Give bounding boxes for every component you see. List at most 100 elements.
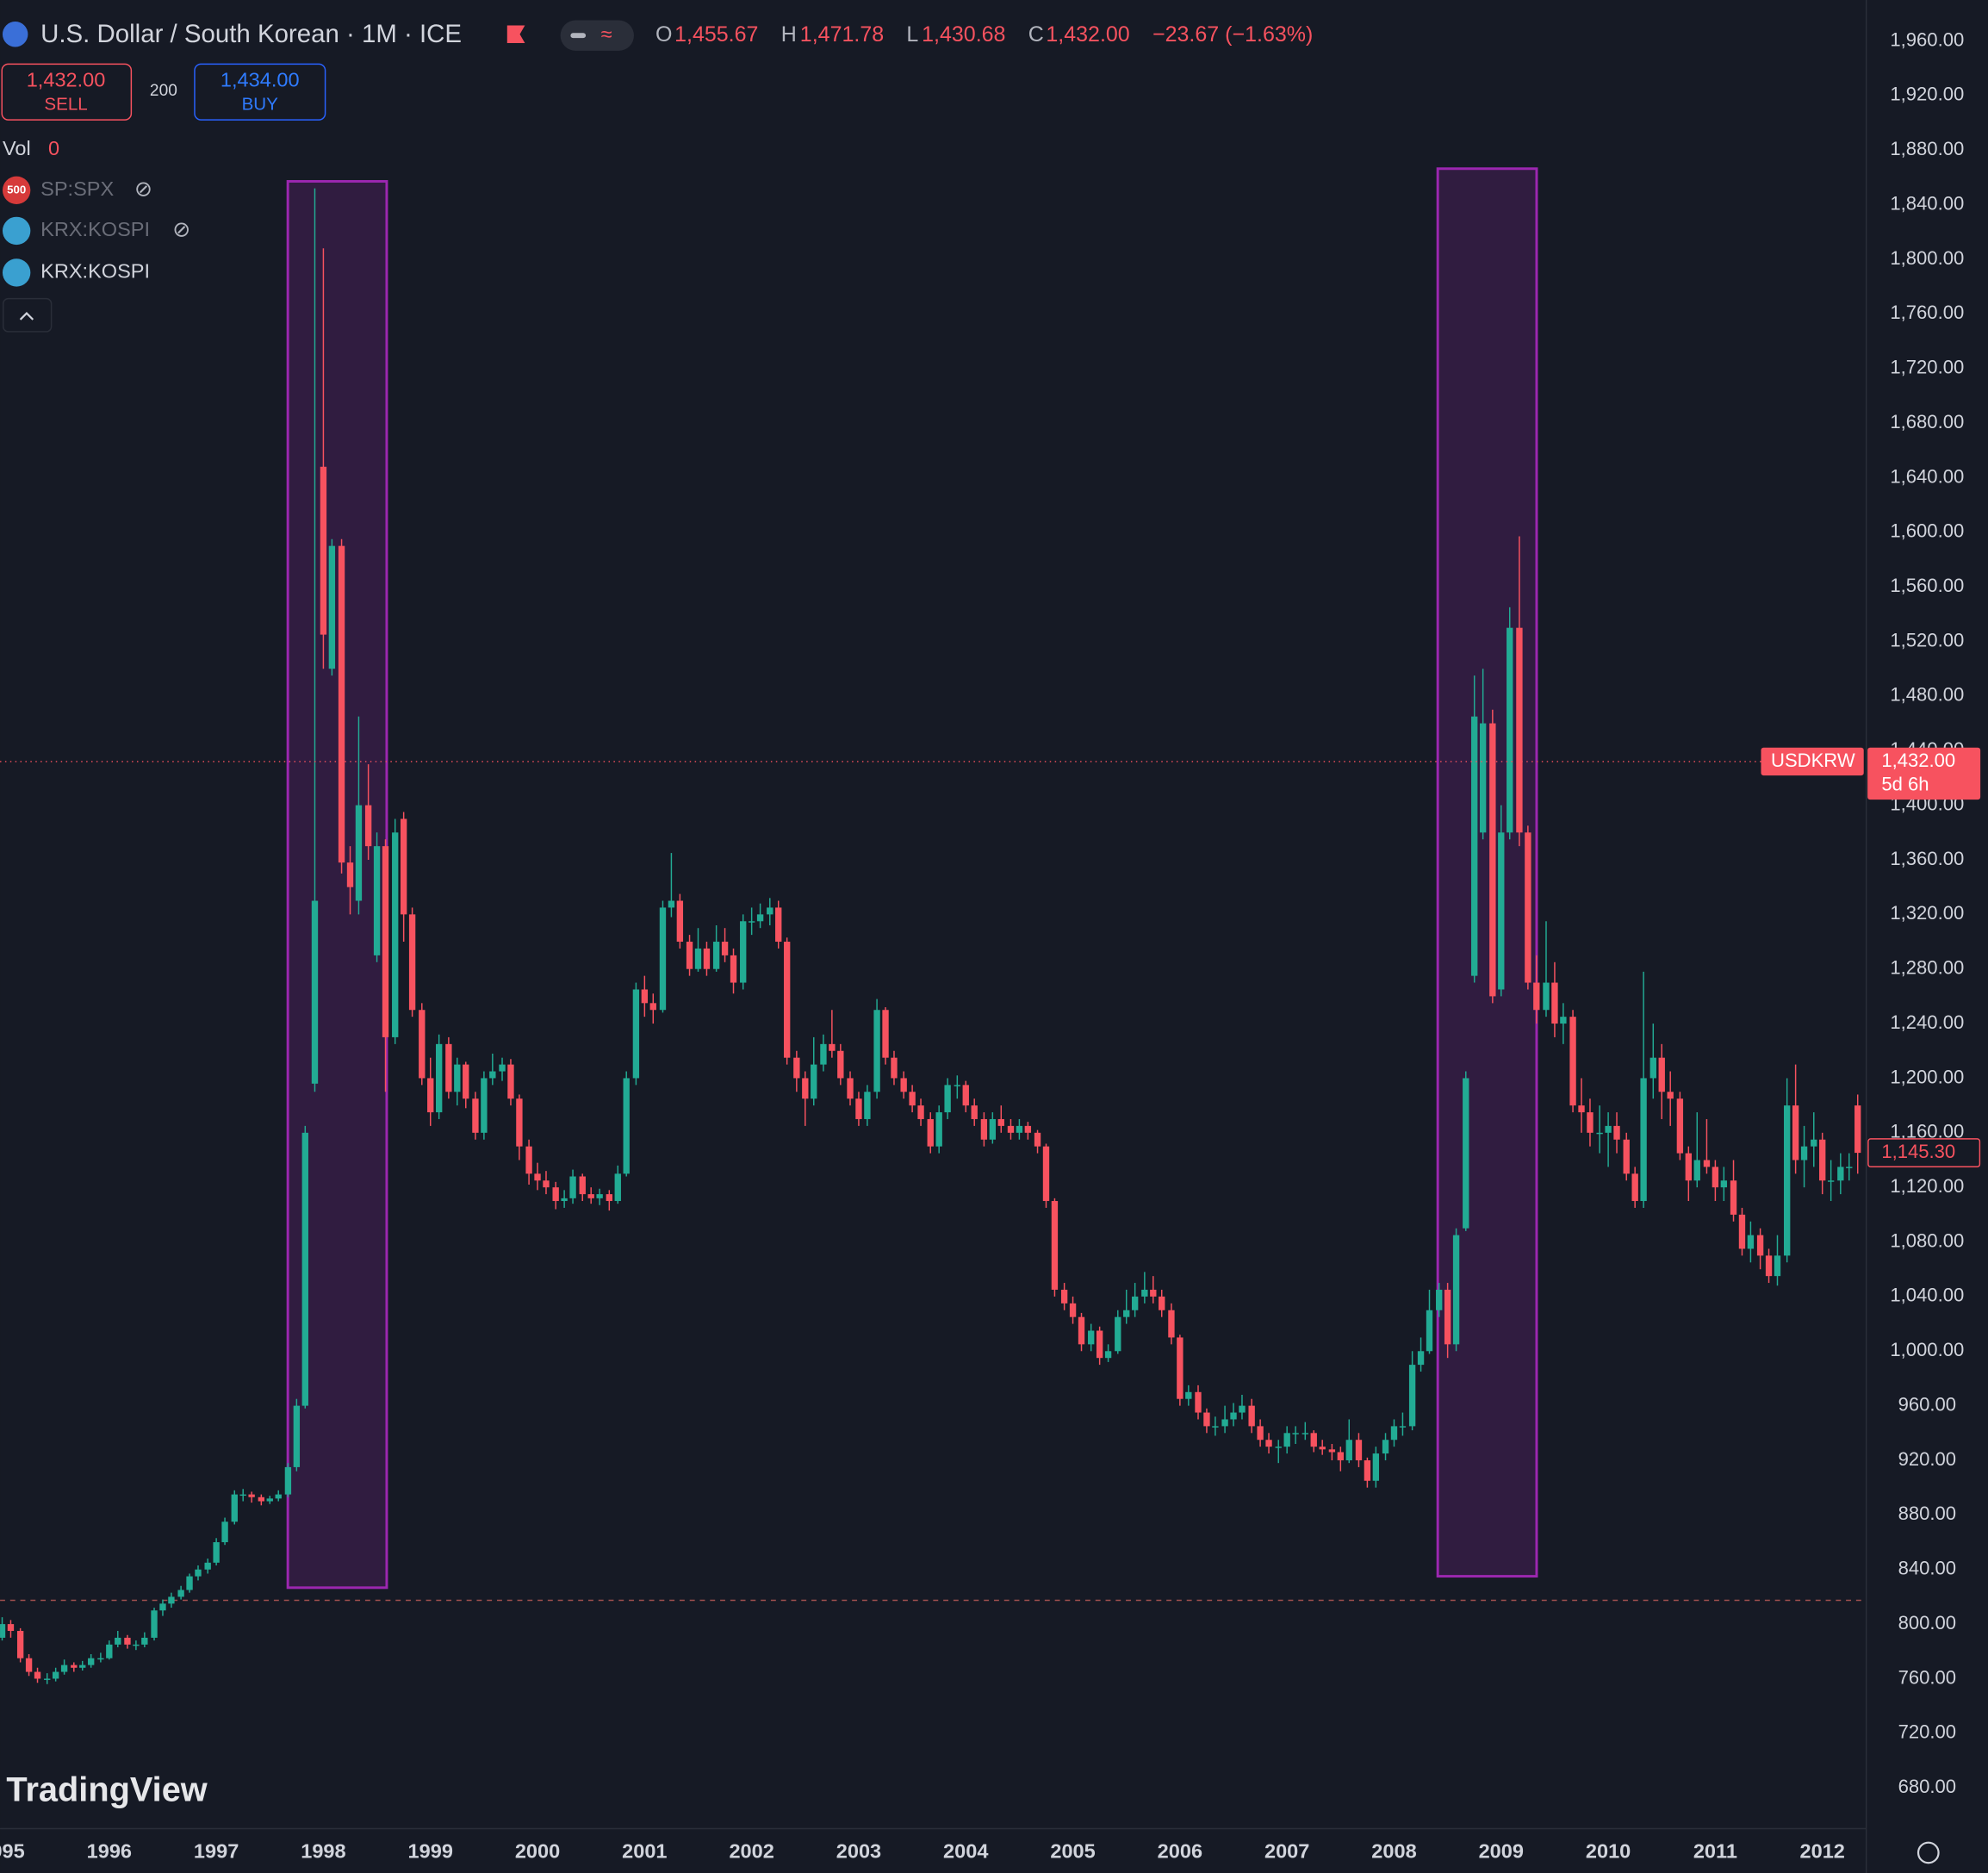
countdown: 5d 6h [1881,774,1929,795]
candle-body [721,942,729,955]
candle-body [266,1498,273,1502]
candle-body [668,900,675,908]
candle-body [408,914,416,1011]
y-tick-label: 800.00 [1898,1612,1956,1633]
y-tick-label: 1,000.00 [1890,1339,1964,1360]
y-tick-label: 1,760.00 [1890,302,1964,323]
candle-body [1489,723,1496,997]
price-tags: USDKRW 1,432.00 5d 6h 1,145.30 [0,747,1981,1168]
candle-body [1390,1426,1398,1441]
candle-body [1578,1105,1585,1113]
x-tick-label: 2006 [1158,1840,1202,1863]
toggle-icon [570,33,587,39]
candle-body [1507,627,1513,833]
candle-body [1738,1214,1746,1249]
overlay-name[interactable]: KRX:KOSPI [40,260,150,283]
sell-price: 1,432.00 [27,68,106,90]
candle-body [829,1043,836,1051]
hidden-icon[interactable]: ⊘ [172,217,190,241]
buy-price: 1,434.00 [221,68,300,90]
ohlc-key: O [655,22,672,47]
candle-body [1302,1433,1308,1434]
settings-icon[interactable] [1917,1841,1940,1864]
candle-body [641,989,649,1004]
candle-body [1042,1146,1050,1202]
symbol-title[interactable]: U.S. Dollar / South Korean · 1M · ICE [40,20,462,48]
candle-body [1168,1310,1175,1338]
y-tick-label: 1,920.00 [1890,84,1964,105]
candle-body [1212,1426,1219,1428]
candle-body [320,466,327,635]
candle-body [168,1596,175,1604]
candle-body [596,1194,603,1198]
candle-body [88,1658,95,1665]
candle-body [775,907,782,943]
candle-body [1310,1433,1317,1447]
candle-body [1088,1330,1095,1345]
candle-body [516,1098,523,1147]
logo[interactable]: TradingView [6,1770,207,1808]
overlay-name[interactable]: KRX:KOSPI [40,218,150,240]
toggle-icon: ≈ [601,22,612,45]
candle-body [971,1105,978,1119]
sell-button[interactable] [1,63,133,121]
candle-body [1569,1017,1576,1106]
highlight-box[interactable] [1436,167,1538,1578]
candle-body [133,1644,140,1646]
x-tick-label: 2004 [943,1840,988,1863]
y-tick-label: 1,200.00 [1890,1066,1964,1087]
candle-body [1623,1139,1630,1174]
ohlc-key: L [906,22,918,47]
candle-body [989,1118,997,1140]
candle-body [151,1610,158,1638]
candle-body [534,1173,541,1181]
candle-body [258,1497,265,1502]
candles [0,188,1861,1684]
hidden-icon[interactable]: ⊘ [134,177,152,201]
candle-body [811,1064,817,1099]
buy-button[interactable] [194,63,326,121]
candle-body [221,1521,228,1543]
candle-body [1827,1180,1835,1182]
candle-body [659,907,667,1011]
candle-body [463,1064,469,1099]
candle-body [997,1118,1004,1126]
candle-body [1658,1057,1665,1092]
x-tick-label: 2003 [836,1840,881,1863]
candle-body [1159,1296,1165,1310]
y-tick-label: 1,840.00 [1890,192,1964,214]
candle-body [962,1085,969,1106]
spread: 200 [150,82,177,100]
candle-body [1417,1351,1425,1366]
y-tick-label: 720.00 [1898,1721,1956,1743]
y-tick-label: 920.00 [1898,1448,1956,1470]
candle-body [1221,1419,1228,1427]
candle-body [1436,1289,1443,1310]
candle-body [1693,1160,1700,1181]
candle-body [1265,1440,1272,1447]
last-price: 1,145.30 [1881,1141,1955,1162]
price-tag-box [1867,747,1981,800]
candle-body [311,900,319,1084]
ohlc-key: H [781,22,797,47]
x-tick-label: 1995 [0,1840,25,1863]
candle-body [623,1078,630,1174]
candle-body [1640,1078,1647,1202]
y-tick-label: 1,480.00 [1890,684,1964,706]
candle-body [1034,1132,1041,1147]
x-tick-label: 2012 [1800,1840,1845,1863]
candle-body [293,1405,301,1467]
candle-body [552,1187,559,1202]
candle-body [935,1112,942,1147]
candle-body [873,1010,880,1092]
candle-body [1426,1310,1433,1352]
candle-body [820,1043,827,1065]
y-tick-label: 1,360.00 [1890,848,1964,869]
candle-body [239,1494,246,1497]
toggle[interactable] [560,20,634,51]
x-tick-label: 2002 [729,1840,773,1863]
overlay-name[interactable]: SP:SPX [40,177,114,200]
flag-icon[interactable] [506,25,525,44]
candle-body [124,1637,131,1645]
y-tick-label: 1,240.00 [1890,1011,1964,1033]
